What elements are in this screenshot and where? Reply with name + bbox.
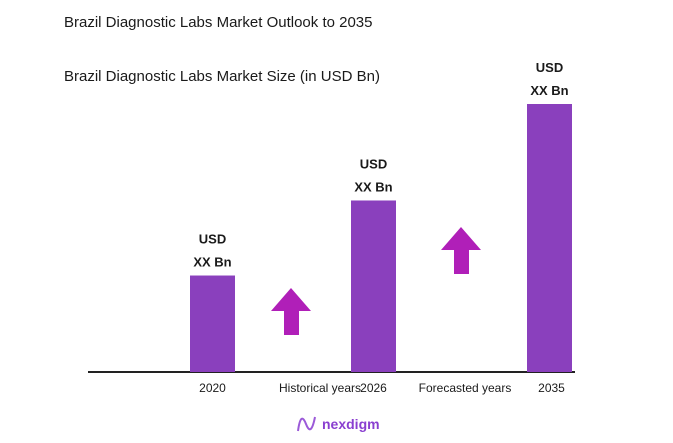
data-label-2020: XX Bn <box>193 255 231 270</box>
up-arrow-icon <box>441 227 481 274</box>
x-tick-label: 2035 <box>538 381 565 395</box>
period-label-forecasted: Forecasted years <box>419 381 512 395</box>
period-label-historical: Historical years <box>279 381 361 395</box>
chart-title: Brazil Diagnostic Labs Market Outlook to… <box>64 14 373 31</box>
data-label-2026: USD <box>360 156 387 171</box>
nexdigm-logo-icon <box>297 416 316 432</box>
x-tick-label: 2026 <box>360 381 387 395</box>
data-label-2020: USD <box>199 232 226 247</box>
chart-subtitle: Brazil Diagnostic Labs Market Size (in U… <box>64 68 380 85</box>
x-tick-label: 2020 <box>199 381 226 395</box>
data-label-2026: XX Bn <box>354 179 392 194</box>
nexdigm-logo: nexdigm <box>296 414 380 434</box>
bar-2035 <box>527 104 572 372</box>
bar-2026 <box>351 200 396 372</box>
data-label-2035: XX Bn <box>530 83 568 98</box>
data-label-2035: USD <box>536 60 563 75</box>
bar-2020 <box>190 275 235 372</box>
up-arrow-icon <box>271 288 311 335</box>
brand-name: nexdigm <box>322 416 380 432</box>
